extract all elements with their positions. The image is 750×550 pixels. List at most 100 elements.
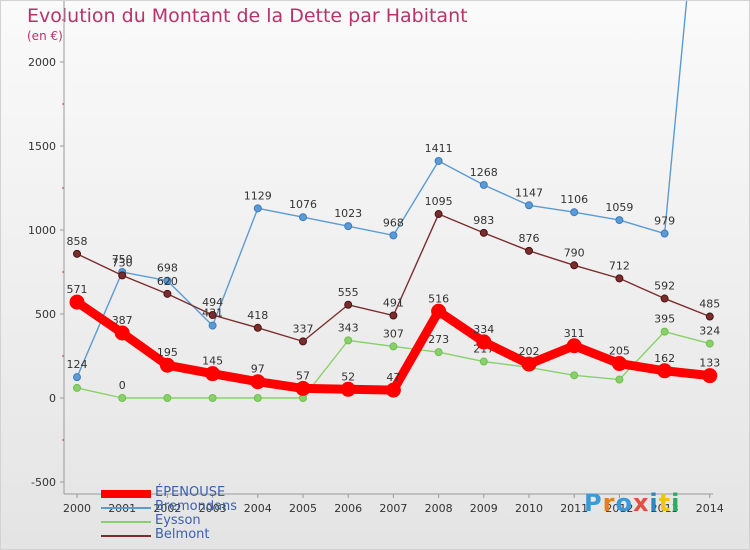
data-point [615,274,624,283]
data-label: 145 [202,355,223,368]
data-point [253,394,262,402]
data-point [525,246,533,255]
data-point [253,204,262,213]
brand-letter: t [658,489,672,517]
data-label: 592 [654,280,675,293]
y-tick-label: 0 [49,392,56,405]
y-tick-label: 1500 [28,140,56,153]
legend-label: Eysson [155,513,201,528]
x-tick-label: 2002 [153,502,181,515]
data-point [205,366,221,382]
x-tick-label: 2005 [289,502,317,515]
data-point [69,294,85,310]
data-label: 133 [699,357,720,370]
data-label: 52 [341,370,355,383]
data-label: 47 [386,371,400,384]
data-label: 1106 [560,193,588,206]
data-point [340,381,356,397]
data-point [253,323,262,332]
data-point [344,300,353,309]
data-label: 337 [293,322,314,335]
data-label: 334 [473,323,494,336]
x-tick-label: 2008 [425,502,453,515]
data-label: 202 [519,345,540,358]
data-label: 195 [157,346,178,359]
y-tick-label: 2000 [28,56,56,69]
data-label: 983 [473,214,494,227]
data-point [208,311,217,320]
brand-letter: o [615,489,633,517]
data-point [660,229,669,238]
data-label: 343 [338,321,359,334]
data-point [163,289,172,298]
x-tick-label: 2006 [334,502,362,515]
data-point [73,383,81,392]
data-point [570,261,579,270]
data-label: 571 [67,283,88,296]
data-point [208,394,217,402]
data-label: 698 [157,262,178,275]
data-point [570,371,579,380]
data-point [250,374,266,390]
x-tick-label: 2011 [560,502,588,515]
x-tick-label: 2000 [63,502,91,515]
x-tick-label: 2004 [244,502,272,515]
data-point [434,348,443,357]
data-point [73,373,81,382]
data-label: 311 [564,327,585,340]
data-point [657,363,673,379]
data-label: 491 [383,297,404,310]
chart-title: Evolution du Montant de la Dette par Hab… [27,5,468,27]
data-label: 1095 [425,195,453,208]
data-label: 387 [112,314,133,327]
brand-letter: i [649,489,659,517]
brand-letter: P [584,489,603,517]
data-point [479,357,488,366]
data-point [705,312,714,321]
data-label: 273 [428,333,449,346]
brand-letter: r [602,489,616,517]
data-point [702,368,718,384]
data-label: 0 [119,379,126,392]
data-label: 730 [112,256,133,269]
data-point [389,311,398,320]
data-point [344,222,353,231]
data-label: 307 [383,327,404,340]
data-point [434,156,443,165]
data-point [479,228,488,237]
data-point [208,321,217,330]
proxiti-logo: Proxiti [584,489,680,517]
data-point [299,337,307,346]
data-point [476,334,492,350]
data-point [299,213,307,222]
data-point [385,382,401,398]
data-label: 1059 [605,201,633,214]
data-label: 1023 [334,207,362,220]
data-point [431,303,447,319]
data-point [521,356,537,372]
data-label: 494 [202,296,223,309]
data-label: 1268 [470,166,498,179]
data-label: 712 [609,259,630,272]
brand-letter: i [671,489,681,517]
x-tick-label: 2007 [379,502,407,515]
data-label: 1129 [244,189,272,202]
legend-swatch [101,535,151,537]
data-label: 876 [519,232,540,245]
data-point [114,325,130,341]
data-point [163,394,172,402]
data-point [615,216,624,225]
data-point [159,357,175,373]
legend-label: Belmont [155,527,210,542]
data-label: 57 [296,369,310,382]
data-point [479,180,488,189]
y-tick-label: 500 [35,308,56,321]
data-label: 1147 [515,186,543,199]
data-point [705,339,714,348]
series-line-bremondans [76,1,688,378]
x-tick-label: 2012 [605,502,633,515]
data-label: 1076 [289,198,317,211]
x-tick-label: 2014 [696,502,724,515]
data-point [611,356,627,372]
